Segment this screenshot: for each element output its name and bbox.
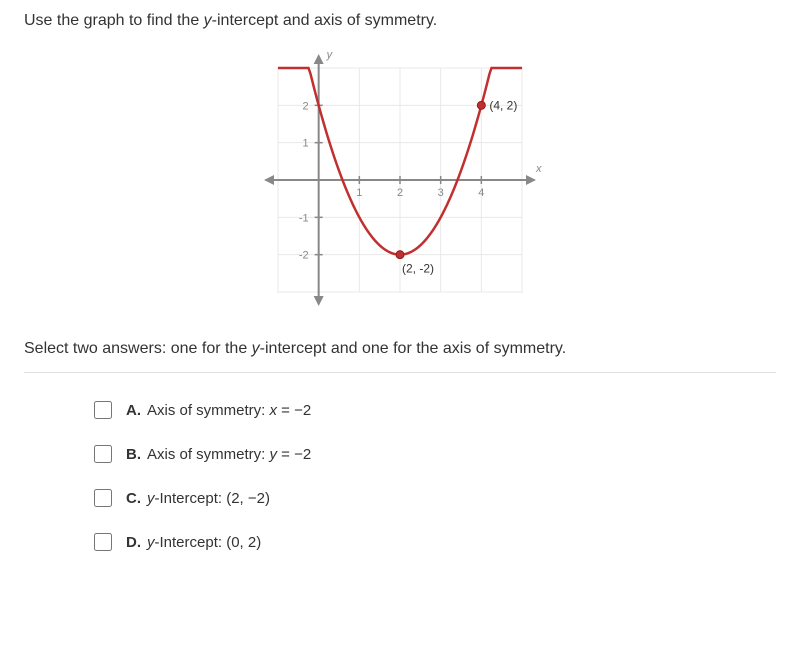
checkbox-c[interactable] <box>94 489 112 507</box>
answer-row-d: D. y-Intercept: (0, 2) <box>94 533 776 551</box>
question-text: Use the graph to find the y-intercept an… <box>24 12 776 30</box>
checkbox-a[interactable] <box>94 401 112 419</box>
instruction-text: Select two answers: one for the y-interc… <box>24 340 776 358</box>
svg-text:2: 2 <box>397 187 403 199</box>
instruction-prefix: Select two answers: one for the <box>24 340 252 357</box>
divider <box>24 372 776 373</box>
svg-text:3: 3 <box>438 187 444 199</box>
question-prefix: Use the graph to find the <box>24 12 204 29</box>
answer-row-a: A. Axis of symmetry: x = −2 <box>94 401 776 419</box>
svg-text:(2, -2): (2, -2) <box>402 262 434 276</box>
svg-text:1: 1 <box>303 138 309 150</box>
question-suffix: -intercept and axis of symmetry. <box>212 12 438 29</box>
svg-text:2: 2 <box>303 100 309 112</box>
answer-text-a: Axis of symmetry: x = −2 <box>147 402 311 419</box>
answer-letter-d: D. <box>126 534 141 551</box>
answer-row-c: C. y-Intercept: (2, −2) <box>94 489 776 507</box>
svg-text:4: 4 <box>478 187 484 199</box>
svg-text:-1: -1 <box>299 212 309 224</box>
answer-row-b: B. Axis of symmetry: y = −2 <box>94 445 776 463</box>
instruction-suffix: -intercept and one for the axis of symme… <box>260 340 567 357</box>
answer-letter-c: C. <box>126 490 141 507</box>
svg-text:1: 1 <box>356 187 362 199</box>
instruction-italic-y: y <box>252 340 260 357</box>
answer-letter-a: A. <box>126 402 141 419</box>
answer-text-b: Axis of symmetry: y = −2 <box>147 446 311 463</box>
checkbox-b[interactable] <box>94 445 112 463</box>
answer-letter-b: B. <box>126 446 141 463</box>
graph-container: 1 2 3 4 -2 -1 1 2 x y (2, -2) (4, 2) <box>250 40 550 320</box>
answer-text-c: y-Intercept: (2, −2) <box>147 490 270 507</box>
parabola-graph: 1 2 3 4 -2 -1 1 2 x y (2, -2) (4, 2) <box>250 40 550 320</box>
svg-text:y: y <box>326 49 334 61</box>
svg-text:(4, 2): (4, 2) <box>489 98 517 112</box>
answers-list: A. Axis of symmetry: x = −2 B. Axis of s… <box>24 401 776 551</box>
svg-text:x: x <box>535 163 542 175</box>
answer-text-d: y-Intercept: (0, 2) <box>147 534 261 551</box>
question-italic-y: y <box>204 12 212 29</box>
checkbox-d[interactable] <box>94 533 112 551</box>
svg-text:-2: -2 <box>299 250 309 262</box>
